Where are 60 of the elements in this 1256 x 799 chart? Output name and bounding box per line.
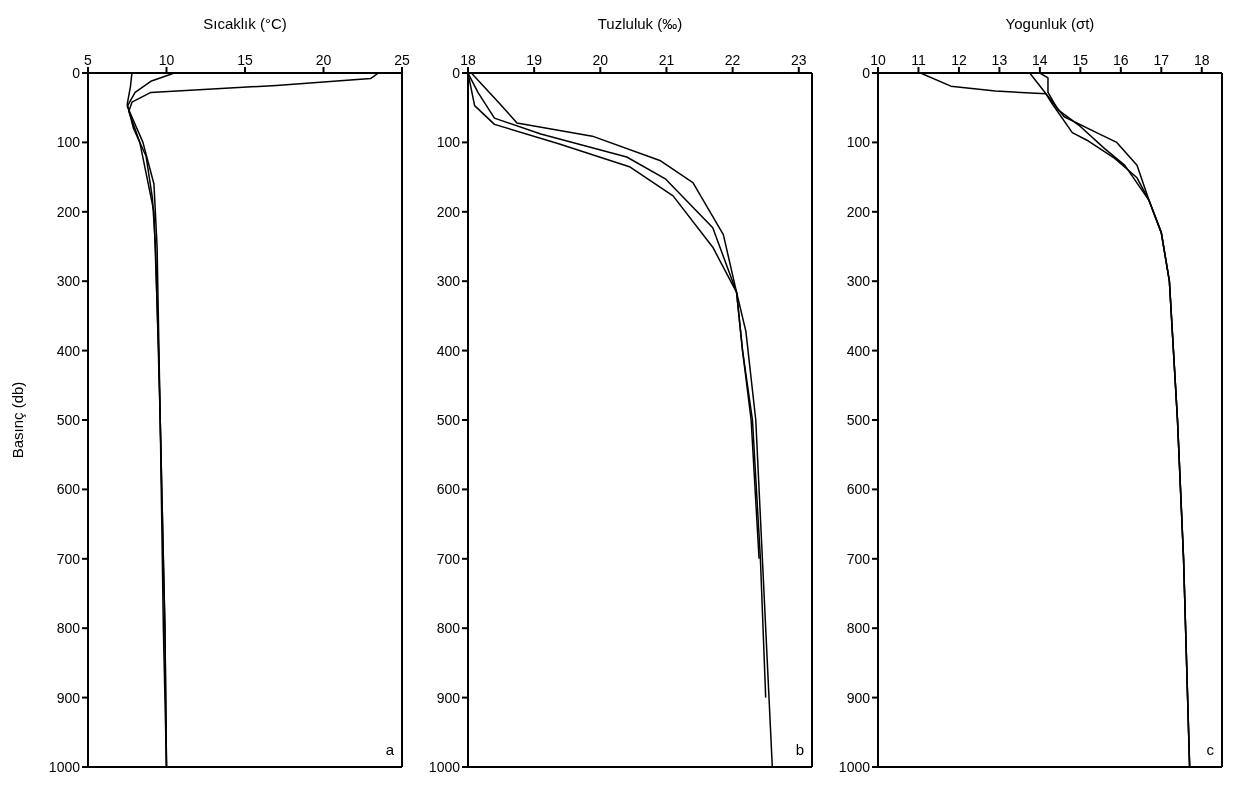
y-tick-label: 1000 [428,758,461,775]
x-tick-label: 18 [460,52,476,68]
x-tick-label: 5 [84,52,93,68]
x-axis-title: Yogunluk (σt) [1005,14,1095,32]
x-tick-label: 10 [870,52,886,68]
y-tick-label: 300 [56,273,81,290]
y-tick-label: 700 [846,550,871,567]
x-tick-label: 21 [658,52,675,68]
x-tick-label: 19 [526,52,543,68]
x-tick-label: 10 [158,52,175,68]
y-tick-label: 200 [56,203,81,220]
y-tick-label: 1000 [838,758,871,775]
y-tick-label: 200 [436,203,461,220]
y-axis-title: Basınç (db) [9,381,27,459]
y-tick-label: 500 [846,411,871,428]
y-tick-label: 100 [846,134,871,151]
x-tick-label: 13 [991,52,1008,68]
y-tick-label: 400 [846,342,871,359]
x-tick-label: 12 [951,52,967,68]
y-tick-label: 700 [436,550,461,567]
x-tick-label: 18 [1193,52,1210,68]
x-axis-title: Tuzluluk (‰) [597,14,683,32]
y-tick-label: 700 [56,550,81,567]
x-tick-label: 14 [1032,52,1048,68]
y-tick-label: 200 [846,203,871,220]
x-tick-label: 11 [911,52,926,68]
y-tick-label: 100 [56,134,81,151]
y-tick-label: 1000 [48,758,81,775]
x-tick-label: 15 [1072,52,1089,68]
x-tick-label: 16 [1113,52,1129,68]
x-tick-label: 15 [237,52,253,68]
y-tick-label: 400 [56,342,81,359]
x-tick-label: 17 [1153,52,1170,68]
y-tick-label: 800 [846,620,871,637]
x-tick-label: 20 [315,52,332,68]
y-tick-label: 300 [436,273,461,290]
y-tick-label: 600 [436,481,461,498]
y-tick-label: 600 [56,481,81,498]
y-tick-label: 300 [846,273,871,290]
annotation: a [385,741,394,758]
y-tick-label: 500 [56,411,81,428]
y-tick-label: 400 [436,342,461,359]
annotation: b [795,741,804,758]
y-tick-label: 0 [862,64,871,81]
x-tick-label: 25 [394,52,410,68]
y-tick-label: 100 [436,134,461,151]
y-tick-label: 800 [56,620,81,637]
y-tick-label: 900 [846,689,871,706]
y-tick-label: 600 [846,481,871,498]
y-tick-label: 0 [72,64,81,81]
y-tick-label: 800 [436,620,461,637]
y-tick-label: 900 [56,689,81,706]
x-tick-label: 22 [724,52,741,68]
y-tick-label: 500 [436,411,461,428]
y-tick-label: 900 [436,689,461,706]
x-axis-title: Sıcaklık (°C) [203,14,287,32]
y-tick-label: 0 [452,64,461,81]
x-tick-label: 23 [790,52,807,68]
x-tick-label: 20 [592,52,609,68]
annotation: c [1206,741,1214,758]
